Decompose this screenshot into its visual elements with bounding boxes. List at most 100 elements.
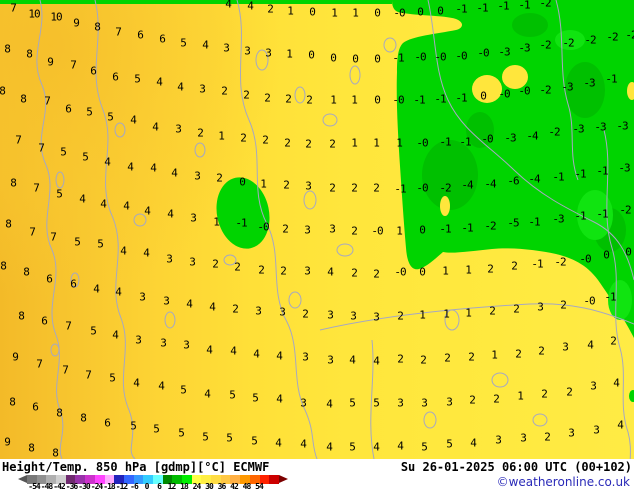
temp-label: 2 bbox=[302, 307, 309, 321]
temp-label: -4 bbox=[484, 177, 496, 191]
temp-label: 3 bbox=[135, 333, 142, 347]
temp-label: 3 bbox=[223, 41, 230, 55]
colorbar-segment bbox=[240, 475, 250, 484]
temp-label: 2 bbox=[541, 387, 548, 401]
temp-label: 1 bbox=[419, 308, 426, 322]
temp-label: -2 bbox=[606, 30, 618, 44]
island-outline bbox=[70, 272, 80, 288]
temp-label: 4 bbox=[204, 387, 211, 401]
temp-label: 5 bbox=[349, 440, 356, 454]
temp-label: 2 bbox=[397, 309, 404, 323]
lake-outline bbox=[194, 142, 206, 158]
temp-label: 2 bbox=[280, 264, 287, 278]
temp-label: -1 bbox=[439, 222, 451, 236]
temp-label: 5 bbox=[97, 237, 104, 251]
colorbar-tick: 18 bbox=[180, 482, 189, 490]
temp-label: 3 bbox=[327, 353, 334, 367]
temp-label: -2 bbox=[554, 255, 566, 269]
temp-label: 2 bbox=[234, 260, 241, 274]
temp-label: -3 bbox=[498, 45, 510, 59]
colorbar-segment bbox=[220, 475, 231, 484]
coastline-path bbox=[94, 0, 136, 459]
temp-label: 5 bbox=[178, 426, 185, 440]
temp-label: -3 bbox=[518, 41, 530, 55]
temp-label: 7 bbox=[65, 319, 72, 333]
temp-label: 6 bbox=[32, 400, 39, 414]
temp-label: 5 bbox=[74, 235, 81, 249]
temp-label: 4 bbox=[230, 344, 237, 358]
temp-label: -3 bbox=[561, 80, 573, 94]
temp-label: 2 bbox=[566, 385, 573, 399]
temp-label: 4 bbox=[115, 285, 122, 299]
temp-label: 2 bbox=[284, 136, 291, 150]
temp-label: -4 bbox=[528, 172, 540, 186]
temp-label: 7 bbox=[36, 357, 43, 371]
forecast-map: 4 4 2 1 0 1 1 0 -0 0 0 -1 -1 -1 -1 -2 7 10 10 9 8 7 6 6 5 4 3 3 3 1 0 0… bbox=[0, 0, 634, 459]
temp-label: 0 bbox=[603, 248, 610, 262]
temp-label: -1 bbox=[413, 93, 425, 107]
temp-label: 2 bbox=[610, 334, 617, 348]
temp-label: 3 bbox=[304, 223, 311, 237]
colorbar-tick: -42 bbox=[53, 482, 65, 490]
temp-label: 1 bbox=[465, 263, 472, 277]
temp-label: 5 bbox=[90, 324, 97, 338]
temp-label: 2 bbox=[212, 257, 219, 271]
lake-outline bbox=[114, 122, 126, 138]
temp-label: 8 bbox=[4, 42, 11, 56]
temp-label: 7 bbox=[38, 141, 45, 155]
colorbar-segments bbox=[27, 475, 279, 484]
temp-label: 4 bbox=[326, 440, 333, 454]
temp-label: 4 bbox=[397, 439, 404, 453]
temp-label: 8 bbox=[18, 309, 25, 323]
colorbar-segment bbox=[172, 475, 182, 484]
temp-label: -2 bbox=[548, 125, 560, 139]
temp-label: 4 bbox=[373, 354, 380, 368]
colorbar-segment bbox=[133, 475, 144, 484]
temp-label: 6 bbox=[104, 416, 111, 430]
temp-label: -1 bbox=[518, 0, 530, 12]
temp-label: 4 bbox=[133, 376, 140, 390]
temp-label: 5 bbox=[252, 391, 259, 405]
temp-label: 5 bbox=[56, 187, 63, 201]
temp-label: 3 bbox=[300, 396, 307, 410]
temp-label: -3 bbox=[583, 76, 595, 90]
temp-label: 2 bbox=[511, 259, 518, 273]
temp-label: -0 bbox=[394, 265, 406, 279]
temp-label: 0 bbox=[308, 48, 315, 62]
temp-label: 2 bbox=[264, 91, 271, 105]
colorbar-segment bbox=[269, 475, 279, 484]
temp-label: 6 bbox=[41, 314, 48, 328]
temp-label: 3 bbox=[279, 305, 286, 319]
temp-label: 6 bbox=[65, 102, 72, 116]
temp-label: 1 bbox=[287, 4, 294, 18]
temp-label: 2 bbox=[487, 262, 494, 276]
temp-label: 6 bbox=[46, 272, 53, 286]
temp-label: 2 bbox=[513, 302, 520, 316]
temp-label: 4 bbox=[300, 437, 307, 451]
temp-label: 2 bbox=[197, 126, 204, 140]
colorbar-segment bbox=[36, 475, 47, 484]
temp-label: 3 bbox=[199, 82, 206, 96]
temp-label: 3 bbox=[373, 310, 380, 324]
temp-label: 1 bbox=[260, 177, 267, 191]
temp-label: 2 bbox=[305, 137, 312, 151]
temp-label: 3 bbox=[537, 300, 544, 314]
temp-label: 4 bbox=[209, 300, 216, 314]
island-outline bbox=[50, 343, 60, 357]
temp-label: 9 bbox=[47, 55, 54, 69]
border-path bbox=[236, 0, 318, 459]
temp-label: 4 bbox=[143, 246, 150, 260]
temp-label: 0 bbox=[374, 6, 381, 20]
temp-label: 2 bbox=[351, 181, 358, 195]
colorbar-segment bbox=[75, 475, 86, 484]
map-title: Height/Temp. 850 hPa [gdmp][°C] ECMWF bbox=[2, 460, 270, 474]
temp-label: 0 bbox=[352, 52, 359, 66]
temp-label: 4 bbox=[177, 80, 184, 94]
temp-label: -4 bbox=[461, 178, 473, 192]
colorbar-segment bbox=[123, 475, 134, 484]
temp-label: -1 bbox=[455, 91, 467, 105]
temp-label: 4 bbox=[247, 0, 254, 13]
temp-label: 3 bbox=[190, 211, 197, 225]
temp-label: -1 bbox=[459, 135, 471, 149]
temp-label: -2 bbox=[619, 203, 631, 217]
